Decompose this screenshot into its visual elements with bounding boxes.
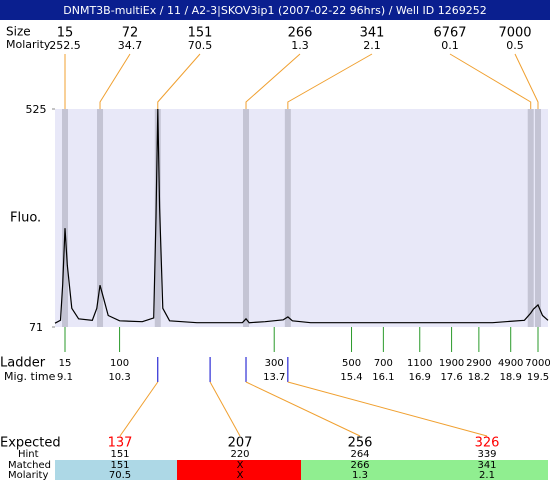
matched-value: X bbox=[237, 460, 244, 471]
peak-molarity: 0.5 bbox=[506, 39, 524, 52]
ladder-label: Ladder bbox=[0, 356, 46, 371]
peak-molarity: 2.1 bbox=[363, 39, 381, 52]
peak-size: 72 bbox=[122, 26, 139, 41]
expected-size: 256 bbox=[348, 436, 373, 451]
hint-value: 339 bbox=[477, 449, 496, 460]
y-tick-label: 525 bbox=[26, 103, 47, 116]
matched-value: 151 bbox=[110, 460, 129, 471]
ladder-time: 19.5 bbox=[527, 372, 549, 383]
expected-connector bbox=[245, 381, 361, 437]
peak-connector bbox=[514, 53, 539, 109]
expected-size: 326 bbox=[475, 436, 500, 451]
peak-molarity: 0.1 bbox=[441, 39, 459, 52]
matched-label: Matched bbox=[8, 460, 51, 471]
ladder-time: 15.4 bbox=[340, 372, 362, 383]
peak-size: 266 bbox=[288, 26, 313, 41]
ladder-time: 16.1 bbox=[372, 372, 394, 383]
title: DNMT3B-multiEx / 11 / A2-3|SKOV3ip1 (200… bbox=[63, 4, 486, 17]
peak-molarity: 70.5 bbox=[188, 39, 213, 52]
plot-area bbox=[55, 109, 548, 327]
peak-band bbox=[154, 109, 161, 327]
ladder-time: 17.6 bbox=[440, 372, 462, 383]
molarity-value: 70.5 bbox=[109, 470, 131, 480]
expected-size: 137 bbox=[108, 436, 133, 451]
molarity-label: Molarity bbox=[6, 38, 51, 51]
ladder-size: 700 bbox=[374, 358, 393, 369]
peak-connector bbox=[245, 53, 301, 109]
expected-label: Expected bbox=[0, 436, 61, 451]
molarity-value: 2.1 bbox=[479, 470, 495, 480]
peak-band bbox=[97, 109, 104, 327]
peak-molarity: 34.7 bbox=[118, 39, 143, 52]
y-tick-label: 71 bbox=[29, 321, 43, 334]
peak-band bbox=[284, 109, 291, 327]
ladder-time: 18.9 bbox=[500, 372, 522, 383]
title-bar bbox=[0, 0, 550, 20]
y-axis-label: Fluo. bbox=[10, 211, 41, 226]
ladder-size: 500 bbox=[342, 358, 361, 369]
peak-size: 15 bbox=[57, 26, 74, 41]
molarity-value: 1.3 bbox=[352, 470, 368, 480]
ladder-size: 15 bbox=[59, 358, 72, 369]
peak-connector bbox=[287, 53, 373, 109]
ladder-time: 13.7 bbox=[263, 372, 285, 383]
ladder-time: 18.2 bbox=[468, 372, 490, 383]
matched-cell bbox=[301, 460, 420, 480]
ladder-time: 16.9 bbox=[409, 372, 431, 383]
peak-size: 7000 bbox=[498, 26, 531, 41]
peak-band bbox=[527, 109, 534, 327]
ladder-size: 1900 bbox=[439, 358, 464, 369]
peak-band bbox=[62, 109, 69, 327]
hint-value: 220 bbox=[230, 449, 249, 460]
molarity-row-label: Molarity bbox=[8, 470, 48, 480]
size-label: Size bbox=[6, 25, 31, 39]
matched-value: 266 bbox=[350, 460, 369, 471]
ladder-size: 2900 bbox=[466, 358, 491, 369]
peak-molarity: 1.3 bbox=[291, 39, 309, 52]
peak-size: 151 bbox=[188, 26, 213, 41]
expected-connector bbox=[119, 381, 159, 437]
peak-connector bbox=[99, 53, 131, 109]
hint-label: Hint bbox=[18, 449, 39, 460]
expected-connector bbox=[209, 381, 241, 437]
matched-cell bbox=[420, 460, 548, 480]
molarity-value: X bbox=[237, 470, 244, 480]
matched-value: 341 bbox=[477, 460, 496, 471]
ladder-size: 4900 bbox=[498, 358, 523, 369]
expected-size: 207 bbox=[228, 436, 253, 451]
peak-connector bbox=[449, 53, 532, 109]
trace bbox=[54, 108, 549, 324]
expected-connector bbox=[287, 381, 488, 437]
hint-value: 264 bbox=[350, 449, 369, 460]
matched-cell bbox=[55, 460, 177, 480]
ladder-size: 300 bbox=[265, 358, 284, 369]
peak-molarity: 252.5 bbox=[49, 39, 81, 52]
ladder-time: 9.1 bbox=[57, 372, 73, 383]
hint-value: 151 bbox=[110, 449, 129, 460]
peak-size: 6767 bbox=[433, 26, 466, 41]
peak-size: 341 bbox=[360, 26, 385, 41]
ladder-size: 1100 bbox=[407, 358, 432, 369]
mig-time-label: Mig. time bbox=[4, 370, 56, 383]
peak-band bbox=[243, 109, 250, 327]
ladder-size: 7000 bbox=[525, 358, 550, 369]
ladder-size: 100 bbox=[110, 358, 129, 369]
ladder-time: 10.3 bbox=[108, 372, 130, 383]
peak-band bbox=[534, 109, 541, 327]
peak-connector bbox=[157, 53, 201, 109]
matched-cell bbox=[177, 460, 301, 480]
